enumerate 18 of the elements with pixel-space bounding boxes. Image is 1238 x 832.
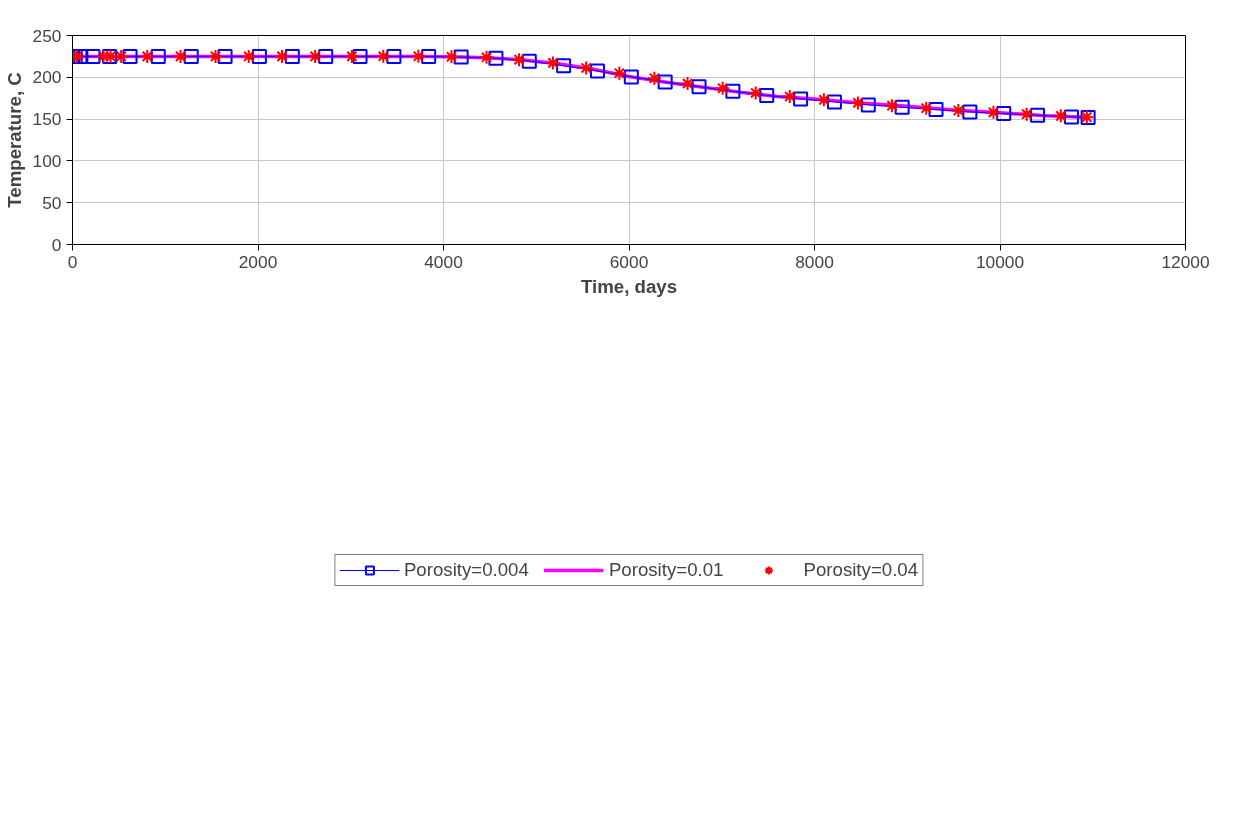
y-tick-label: 50 [42, 192, 62, 213]
legend-label: Porosity=0.01 [608, 559, 724, 581]
y-tick-label: 250 [32, 25, 62, 46]
y-tick-label: 0 [51, 234, 62, 255]
x-tick-label: 4000 [424, 251, 463, 272]
x-axis-title: Time, days [580, 275, 678, 297]
x-tick-label: 6000 [609, 251, 649, 272]
legend-label: Porosity=0.004 [403, 559, 529, 581]
y-tick-label: 200 [32, 67, 62, 88]
x-tick-label: 2000 [238, 251, 278, 272]
y-axis-title: Temperature, C [3, 72, 25, 208]
x-tick-label: 0 [67, 251, 78, 272]
y-tick-label: 150 [32, 109, 62, 130]
x-tick-label: 12000 [1161, 251, 1210, 272]
x-tick-label: 8000 [795, 251, 834, 272]
y-tick-label: 100 [32, 150, 62, 171]
x-tick-label: 10000 [975, 251, 1025, 272]
legend-label: Porosity=0.04 [803, 559, 919, 581]
